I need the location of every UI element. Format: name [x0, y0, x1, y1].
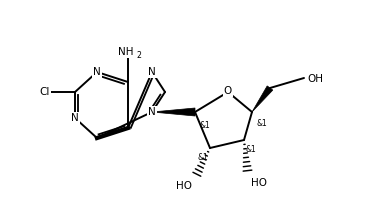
Text: 2: 2: [136, 51, 141, 59]
Text: &1: &1: [257, 120, 268, 129]
Text: HO: HO: [176, 181, 192, 191]
Text: &1: &1: [197, 154, 208, 162]
Text: OH: OH: [307, 74, 323, 84]
Text: Cl: Cl: [40, 87, 50, 97]
Text: &1: &1: [246, 146, 257, 155]
Text: NH: NH: [118, 47, 134, 57]
Text: N: N: [71, 113, 79, 123]
Polygon shape: [152, 108, 195, 116]
Text: O: O: [224, 86, 232, 96]
Text: N: N: [93, 67, 101, 77]
Polygon shape: [252, 86, 273, 112]
Text: &1: &1: [200, 121, 211, 130]
Text: N: N: [148, 107, 156, 117]
Text: N: N: [148, 67, 156, 77]
Text: HO: HO: [251, 178, 267, 188]
